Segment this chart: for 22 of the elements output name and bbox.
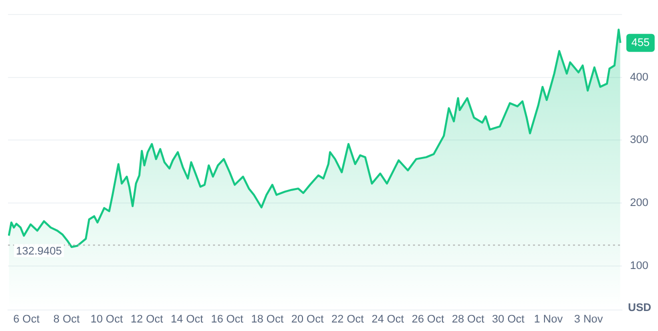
x-tick-label: 3 Nov — [574, 313, 604, 326]
x-tick-label: 18 Oct — [251, 313, 284, 326]
x-tick-label: 6 Oct — [13, 313, 40, 326]
x-tick-label: 10 Oct — [90, 313, 123, 326]
x-tick-label: 1 Nov — [534, 313, 564, 326]
x-tick-label: 26 Oct — [412, 313, 444, 326]
y-tick-label: 100 — [630, 260, 648, 272]
x-tick-label: 28 Oct — [452, 313, 484, 326]
x-tick-label: 24 Oct — [372, 313, 404, 326]
y-tick-label: 400 — [630, 71, 648, 84]
x-tick-label: 30 Oct — [492, 313, 524, 326]
x-tick-label: 8 Oct — [53, 313, 80, 326]
ref-line-label: 132.9405 — [16, 246, 62, 258]
annotation: 455 — [631, 36, 650, 49]
x-tick-label: 12 Oct — [130, 313, 164, 326]
y-tick-label: 200 — [630, 197, 648, 210]
y-tick-label: 300 — [630, 134, 648, 146]
y-axis-title: USD — [628, 302, 652, 314]
x-tick-label: 22 Oct — [331, 313, 364, 326]
x-tick-label: 20 Oct — [291, 313, 324, 326]
x-tick-label: 16 Oct — [210, 313, 244, 326]
x-tick-label: 14 Oct — [170, 313, 204, 326]
